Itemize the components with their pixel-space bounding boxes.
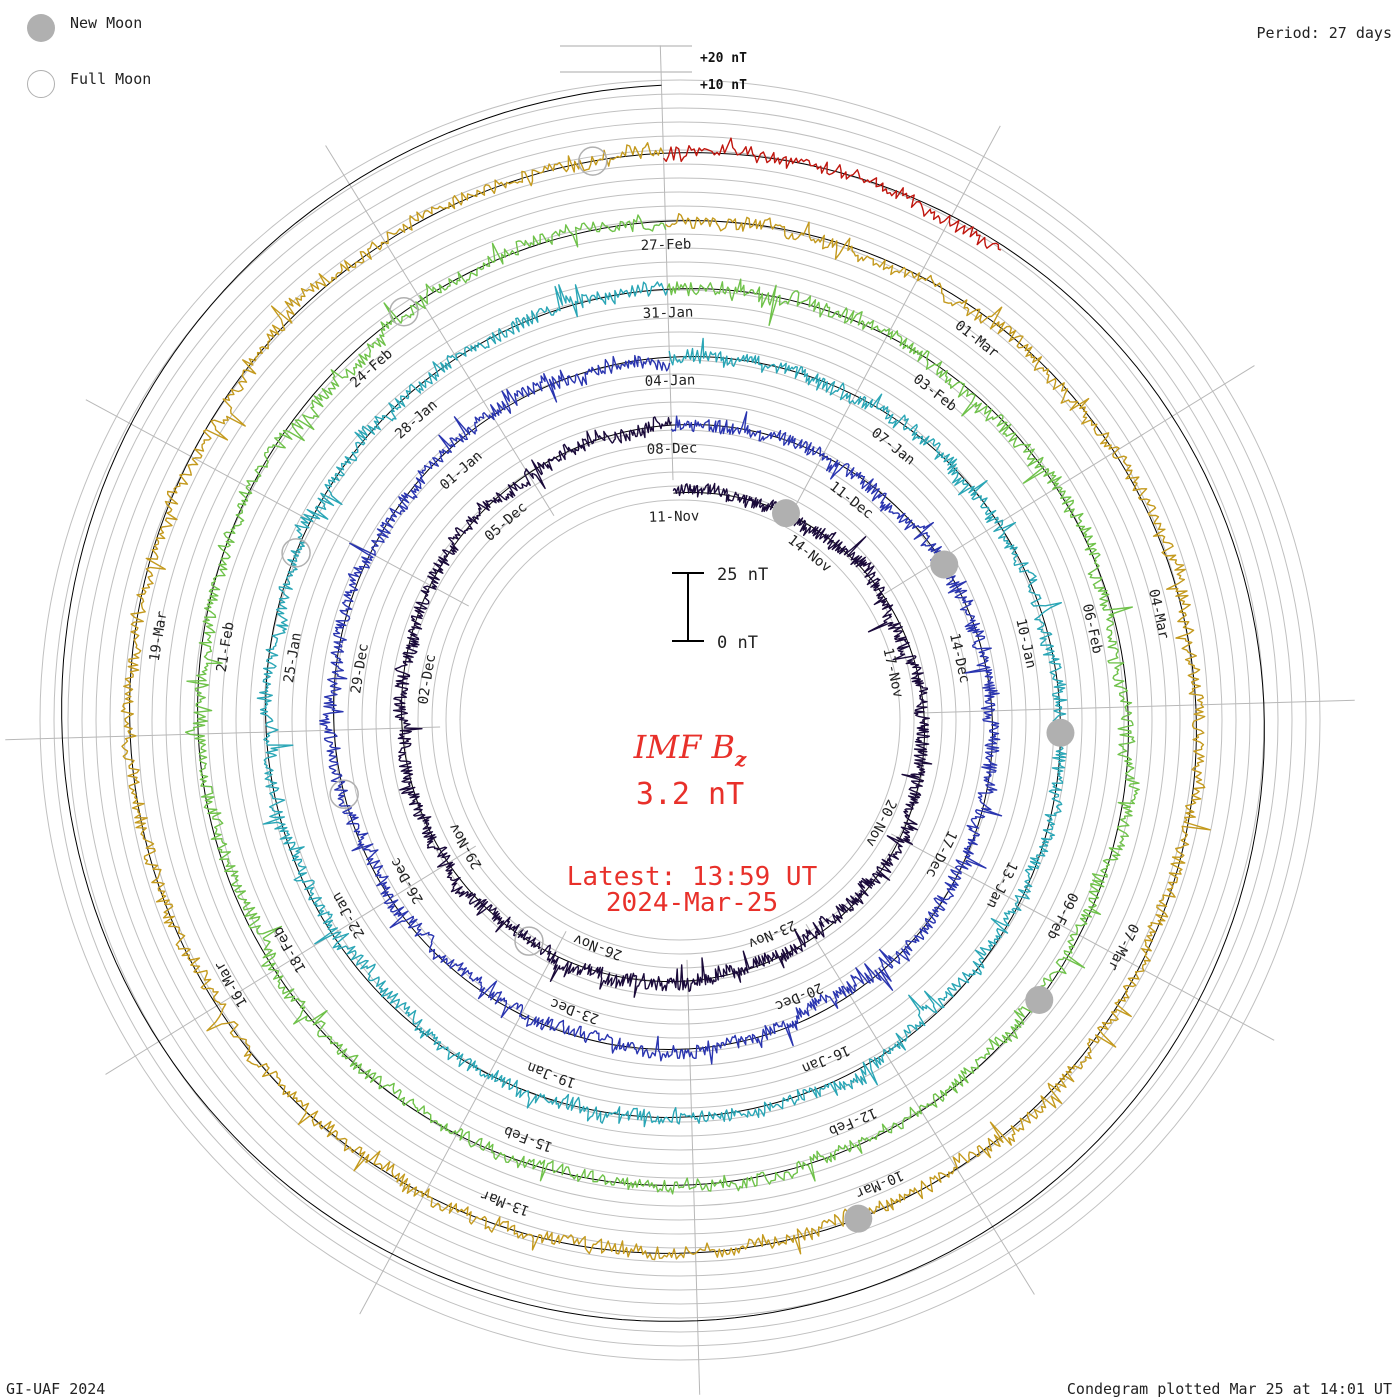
date-label: 14-Dec: [946, 632, 973, 685]
sector-spoke: [359, 931, 567, 1315]
date-label: 04-Jan: [645, 372, 696, 389]
sector-spoke: [686, 959, 701, 1395]
grid-ring: [67, 107, 1293, 1333]
grid-ring: [39, 79, 1321, 1361]
series-trace: [120, 142, 1211, 1261]
date-label: 26-Dec: [387, 855, 426, 907]
date-label: 23-Dec: [548, 994, 601, 1026]
series-trace: [663, 137, 1002, 251]
reference-label-10: +10 nT: [700, 78, 747, 93]
date-label: 06-Feb: [1079, 602, 1106, 655]
grid-ring: [459, 499, 901, 941]
chart-title: IMF Bz: [633, 728, 747, 771]
grid-ring: [263, 303, 1097, 1137]
grid-ring: [193, 233, 1167, 1207]
grid-ring: [361, 401, 999, 1039]
legend-new-moon-label: New Moon: [70, 14, 143, 32]
sector-spoke: [891, 833, 1275, 1041]
date-label: 19-Mar: [147, 610, 171, 662]
date-label: 11-Nov: [649, 508, 700, 525]
series-trace: [185, 214, 1140, 1195]
date-label: 27-Feb: [641, 236, 692, 253]
grid-ring: [137, 177, 1223, 1263]
new-moon-marker: [771, 499, 800, 528]
grid-ring: [207, 247, 1153, 1193]
date-label: 12-Feb: [826, 1104, 879, 1139]
grid-ring: [291, 331, 1069, 1109]
new-moon-marker: [1046, 718, 1075, 747]
full-moon-marker: [281, 538, 311, 568]
grid-ring: [179, 219, 1181, 1221]
latest-time: Latest: 13:59 UT: [567, 862, 818, 892]
grid-ring: [53, 93, 1307, 1347]
date-label: 25-Jan: [281, 632, 305, 684]
center-readout: IMF Bz 3.2 nT Latest: 13:59 UT 2024-Mar-…: [567, 728, 818, 918]
latest-date: 2024-Mar-25: [606, 888, 778, 918]
grid-ring: [165, 205, 1195, 1235]
sector-spoke: [793, 125, 1001, 509]
new-moon-marker: [844, 1204, 873, 1233]
grid-ring: [221, 261, 1139, 1179]
date-label: 13-Mar: [479, 1186, 532, 1218]
scale-bar: 25 nT 0 nT: [672, 565, 768, 653]
date-label: 21-Feb: [214, 621, 238, 673]
date-label: 03-Feb: [910, 371, 960, 415]
date-label: 10-Mar: [853, 1167, 906, 1202]
baseline-spiral: [61, 84, 1265, 1322]
credit-label: GI-UAF 2024: [6, 1380, 106, 1398]
date-label: 31-Jan: [643, 304, 694, 321]
scale-top-label: 25 nT: [717, 565, 768, 585]
full-moon-marker: [514, 926, 544, 956]
date-label: 10-Jan: [1012, 617, 1039, 670]
reference-label-20: +20 nT: [700, 51, 747, 66]
date-label: 29-Nov: [446, 820, 485, 872]
series-trace: [256, 281, 1068, 1128]
date-label: 08-Dec: [647, 440, 698, 457]
sector-spoke: [325, 145, 555, 517]
reference-labels: +20 nT +10 nT: [700, 51, 747, 93]
legend-full-moon-label: Full Moon: [70, 70, 152, 88]
moon-markers: [281, 146, 1075, 1233]
date-label: 07-Jan: [868, 425, 918, 469]
date-label: 01-Jan: [437, 448, 486, 493]
new-moon-marker: [1025, 985, 1054, 1014]
date-label: 02-Dec: [415, 653, 439, 705]
date-label: 29-Dec: [348, 642, 372, 694]
grid-ring: [123, 163, 1237, 1277]
full-moon-marker: [329, 779, 359, 810]
date-label: 26-Nov: [571, 931, 624, 963]
sector-spoke: [85, 399, 469, 607]
series-trace: [392, 416, 933, 998]
new-moon-marker: [930, 550, 959, 579]
grid-ring: [445, 485, 915, 955]
grid-ring: [81, 121, 1279, 1319]
grid-rings: [39, 45, 1321, 1361]
date-label: 13-Jan: [983, 859, 1020, 911]
grid-ring: [109, 149, 1251, 1291]
period-label: Period: 27 days: [1256, 24, 1392, 42]
grid-ring: [333, 373, 1027, 1067]
series-traces: [61, 84, 1265, 1322]
sector-spoke: [659, 45, 674, 481]
series-trace: [319, 354, 1003, 1065]
grid-ring: [375, 415, 985, 1025]
current-value: 3.2 nT: [636, 777, 744, 812]
sector-spoke: [105, 845, 477, 1075]
sector-spoke: [5, 726, 441, 741]
new-moon-icon: [27, 14, 55, 42]
full-moon-marker: [389, 296, 419, 327]
grid-ring: [319, 359, 1041, 1081]
plotted-timestamp: Condegram plotted Mar 25 at 14:01 UT: [1066, 1380, 1392, 1398]
full-moon-icon: [27, 70, 55, 98]
grid-ring: [249, 289, 1111, 1151]
date-label: 15-Feb: [502, 1122, 555, 1154]
date-label: 04-Mar: [1145, 588, 1172, 641]
scale-bottom-label: 0 nT: [717, 633, 758, 653]
full-moon-marker: [578, 146, 608, 176]
grid-ring: [389, 429, 971, 1011]
grid-ring: [431, 471, 929, 969]
grid-ring: [151, 191, 1209, 1249]
